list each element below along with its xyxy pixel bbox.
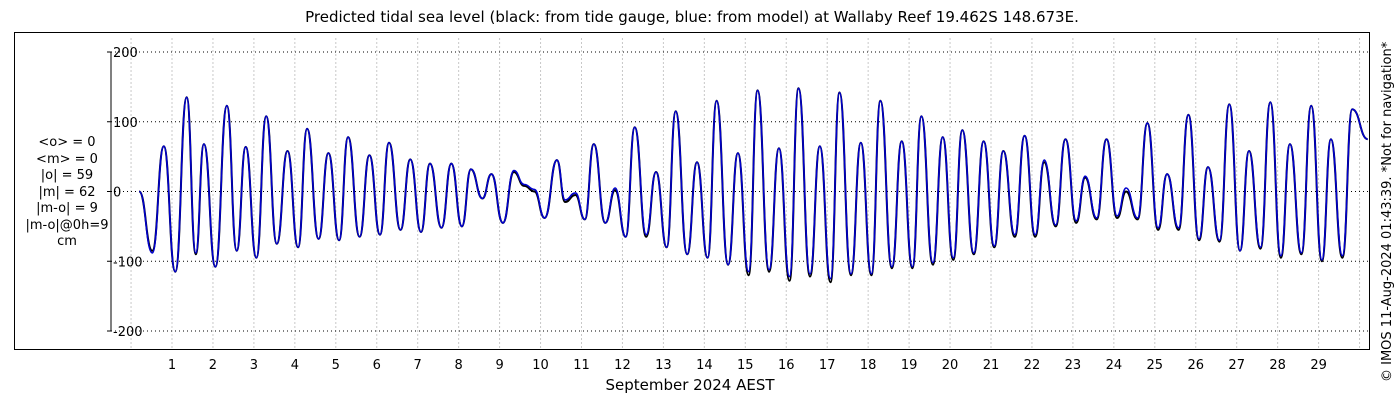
x-tick-label: 12	[614, 358, 631, 373]
y-tick-label: 100	[113, 116, 138, 131]
series-line-model	[138, 87, 1369, 280]
x-tick-label: 24	[1106, 358, 1123, 373]
x-tick-label: 26	[1187, 358, 1204, 373]
x-tick-label: 25	[1147, 358, 1164, 373]
stat-mean-model: <m> = 0	[36, 151, 98, 167]
x-tick-label: 6	[373, 358, 381, 373]
x-tick-label: 2	[209, 358, 217, 373]
x-tick-label: 15	[737, 358, 754, 373]
x-tick-label: 4	[291, 358, 299, 373]
stat-unit: cm	[57, 234, 77, 249]
x-tick-label: 3	[250, 358, 258, 373]
y-tick-label: 0	[113, 186, 121, 201]
x-tick-label: 29	[1310, 358, 1327, 373]
x-tick-label: 9	[495, 358, 503, 373]
x-tick-label: 20	[942, 358, 959, 373]
figure-frame	[14, 32, 1370, 350]
x-tick-label: 17	[819, 358, 836, 373]
x-tick-label: 28	[1269, 358, 1286, 373]
stat-abs-diff-0h: |m-o|@0h=9	[25, 217, 109, 233]
x-tick-label: 11	[573, 358, 590, 373]
x-axis-label: September 2024 AEST	[605, 376, 775, 394]
x-tick-label: 8	[455, 358, 463, 373]
x-tick-label: 21	[983, 358, 1000, 373]
y-tick-label: -100	[113, 255, 143, 270]
stat-abs-observed: |o| = 59	[40, 168, 94, 183]
x-tick-label: 1	[168, 358, 176, 373]
x-tick-label: 7	[414, 358, 422, 373]
x-tick-label: 23	[1065, 358, 1082, 373]
stat-mean-observed: <o> = 0	[38, 135, 96, 150]
x-tick-label: 14	[696, 358, 713, 373]
chart-title: Predicted tidal sea level (black: from t…	[305, 8, 1079, 26]
stats-panel: <o> = 0 <m> = 0 |o| = 59 |m| = 62 |m-o| …	[20, 135, 114, 251]
x-tick-label: 18	[860, 358, 877, 373]
x-tick-label: 19	[901, 358, 918, 373]
x-tick-label: 10	[532, 358, 549, 373]
y-tick-label: 200	[113, 46, 138, 61]
x-tick-label: 22	[1024, 358, 1041, 373]
stat-abs-diff: |m-o| = 9	[36, 201, 98, 216]
x-tick-label: 16	[778, 358, 795, 373]
x-tick-label: 5	[332, 358, 340, 373]
y-tick-label: -200	[113, 325, 143, 340]
stat-abs-model: |m| = 62	[38, 184, 96, 200]
x-tick-label: 13	[655, 358, 672, 373]
x-tick-label: 27	[1228, 358, 1245, 373]
